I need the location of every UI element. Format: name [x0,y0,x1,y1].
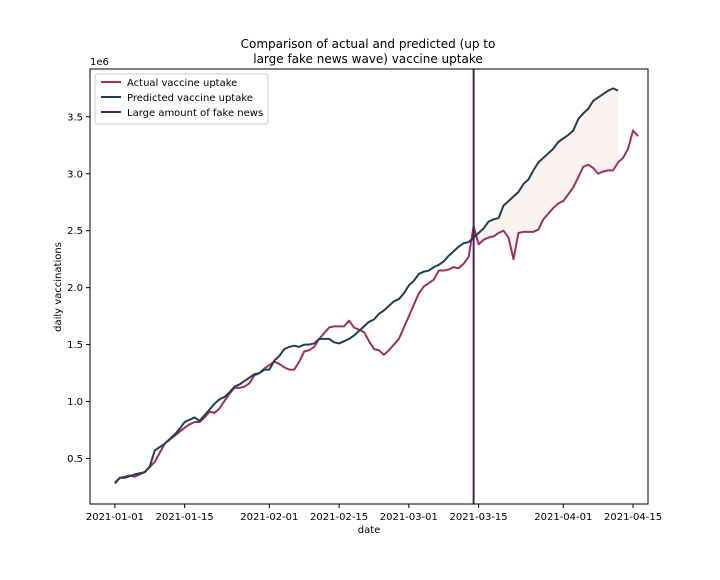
y-tick-label-5: 3.0 [67,169,83,180]
x-tick-label-4: 2021-03-01 [380,512,438,523]
x-tick-label-0: 2021-01-01 [86,512,144,523]
legend-frame [94,73,269,125]
series-layer [114,87,639,485]
x-axis-ticks: 2021-01-01 2021-01-15 2021-02-01 2021-02-15… [86,504,662,523]
y-tick-label-6: 3.5 [67,112,83,123]
legend: Actual vaccine uptake Predicted vaccine … [94,73,269,125]
x-tick-label-7: 2021-04-15 [604,512,662,523]
x-axis-label: date [358,525,381,536]
legend-label-fake-news: Large amount of fake news [127,108,263,119]
y-tick-label-4: 2.5 [67,226,83,237]
chart-title-line-2: large fake news wave) vaccine uptake [253,52,483,66]
series-line-actual [114,129,639,484]
x-tick-label-6: 2021-04-01 [534,512,592,523]
prediction-gap-fill [473,88,619,260]
difference-fill-layer [473,88,619,260]
x-tick-label-5: 2021-03-15 [450,512,508,523]
y-tick-label-3: 2.0 [67,283,83,294]
legend-label-actual: Actual vaccine uptake [127,78,237,89]
series-line-predicted [114,87,619,485]
x-tick-label-3: 2021-02-15 [310,512,368,523]
plot-area-frame [89,68,649,505]
y-axis-ticks: 0.5 1.0 1.5 2.0 2.5 3.0 3.5 [67,112,90,465]
y-axis-label: daily vaccinations [53,242,64,332]
y-axis-offset-label: 1e6 [90,57,109,68]
chart-title-line-1: Comparison of actual and predicted (up t… [241,37,496,51]
y-tick-label-2: 1.5 [67,340,83,351]
x-tick-label-2: 2021-02-01 [240,512,298,523]
y-tick-label-0: 0.5 [67,454,83,465]
y-tick-label-1: 1.0 [67,397,83,408]
x-tick-label-1: 2021-01-15 [156,512,214,523]
legend-label-predicted: Predicted vaccine uptake [127,93,253,104]
